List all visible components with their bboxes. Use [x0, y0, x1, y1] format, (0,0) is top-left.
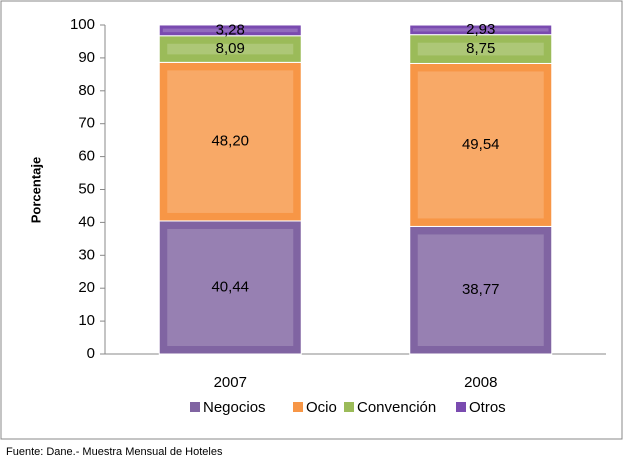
- bevel: [417, 234, 544, 346]
- bar-segment: [158, 61, 302, 222]
- legend-label: Otros: [469, 399, 506, 416]
- bevel: [412, 28, 549, 32]
- y-tick-label: 100: [70, 16, 95, 33]
- bar-segment: [409, 24, 553, 36]
- y-tick-label: 80: [78, 82, 95, 99]
- value-label: 8,09: [216, 40, 245, 57]
- legend-label: Convención: [357, 399, 436, 416]
- bar-segment: [409, 62, 553, 227]
- bar-segment: [409, 225, 553, 355]
- bevel: [167, 228, 294, 346]
- bevel: [417, 71, 544, 219]
- x-tick-label: 2007: [214, 374, 247, 391]
- legend-swatch: [190, 402, 200, 412]
- y-tick-label: 0: [87, 345, 95, 362]
- bar-segment: [158, 220, 302, 355]
- source-note: Fuente: Dane.- Muestra Mensual de Hotele…: [6, 446, 223, 458]
- legend-swatch: [293, 402, 303, 412]
- bevel: [417, 42, 544, 56]
- value-label: 3,28: [216, 21, 245, 38]
- value-label: 2,93: [466, 21, 495, 38]
- bar-segment: [158, 35, 302, 63]
- y-tick-label: 20: [78, 279, 95, 296]
- y-tick-label: 70: [78, 115, 95, 132]
- x-tick-label: 2008: [464, 374, 497, 391]
- legend-label: Negocios: [203, 399, 266, 416]
- value-label: 40,44: [211, 278, 249, 295]
- bar-segment: [409, 34, 553, 64]
- value-label: 8,75: [466, 40, 495, 57]
- legend-swatch: [456, 402, 466, 412]
- bevel: [167, 43, 294, 55]
- legend-label: Ocio: [306, 399, 337, 416]
- bevel: [162, 28, 298, 33]
- y-tick-label: 10: [78, 312, 95, 329]
- bevel: [167, 70, 294, 213]
- y-tick-label: 30: [78, 246, 95, 263]
- value-label: 38,77: [462, 281, 500, 298]
- y-tick-label: 90: [78, 49, 95, 66]
- bar-segment: [158, 24, 302, 37]
- y-tick-label: 50: [78, 180, 95, 197]
- y-axis-label: Porcentaje: [28, 157, 43, 223]
- y-tick-label: 60: [78, 148, 95, 165]
- value-label: 49,54: [462, 136, 500, 153]
- legend-swatch: [344, 402, 354, 412]
- value-label: 48,20: [211, 133, 249, 150]
- y-tick-label: 40: [78, 213, 95, 230]
